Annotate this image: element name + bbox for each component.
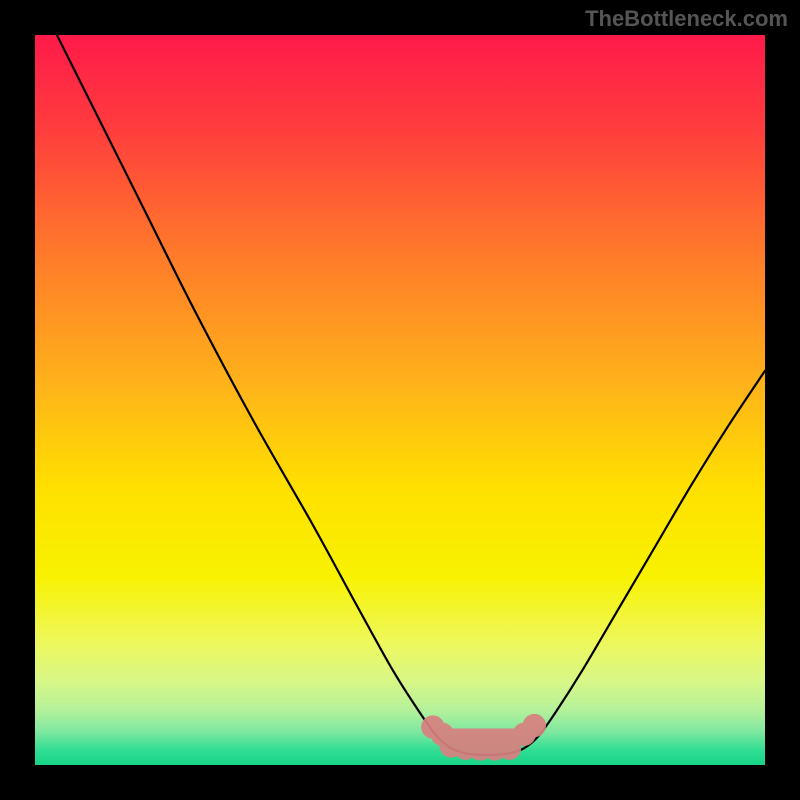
watermark-text: TheBottleneck.com [585,6,788,32]
chart-frame: TheBottleneck.com [0,0,800,800]
gradient-background [35,35,765,765]
bottleneck-curve-chart [35,35,765,765]
